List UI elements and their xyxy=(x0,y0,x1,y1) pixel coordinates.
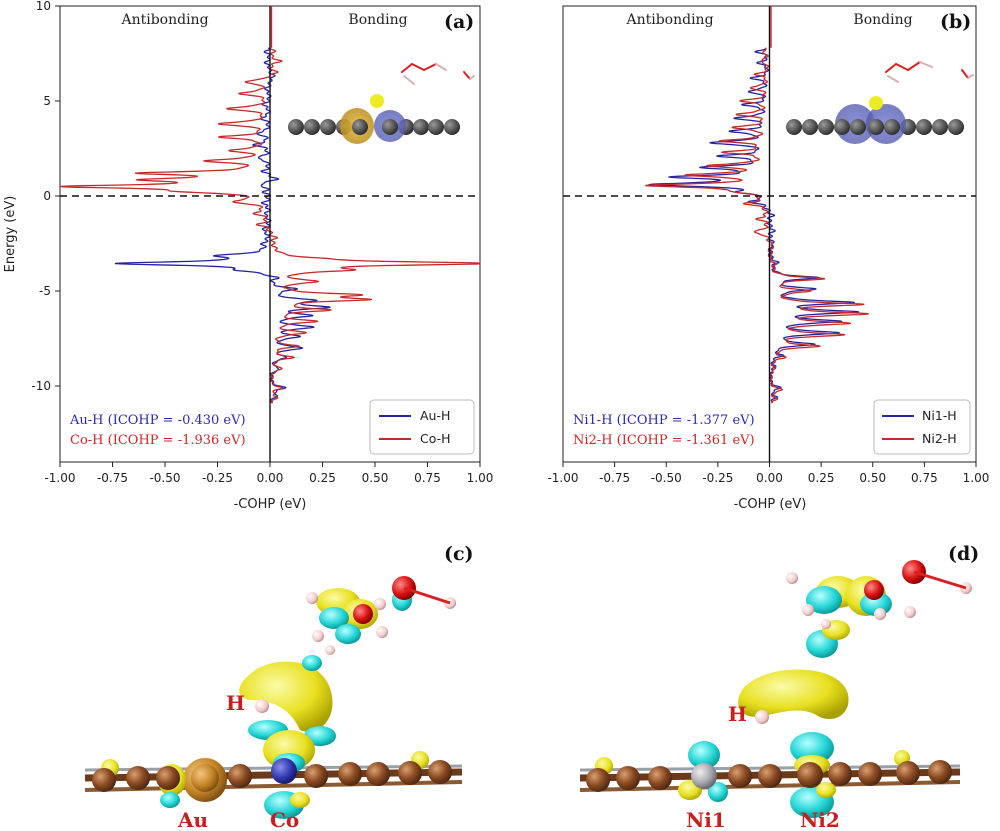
y-tick-label: -10 xyxy=(31,379,51,393)
panel-tag: (a) xyxy=(444,11,474,33)
x-tick-label: 0.00 xyxy=(756,471,783,485)
metal2-label: Co xyxy=(270,808,299,831)
legend-entry-1: Ni1-H xyxy=(922,408,957,423)
legend: Ni1-H Ni2-H xyxy=(873,399,971,455)
x-axis-title: -COHP (eV) xyxy=(234,497,307,512)
water-cluster xyxy=(786,560,972,658)
legend-entry-2: Co-H xyxy=(420,431,451,446)
series-line-Ni2-H xyxy=(645,47,870,404)
substrate-atoms xyxy=(586,710,952,792)
tick-group: -1.00 -0.75 -0.50 -0.25 0.00 0.25 0.50 0.75 1.00 xyxy=(547,462,989,485)
x-tick-label: 0.75 xyxy=(414,471,441,485)
ni2-atom xyxy=(797,762,823,788)
x-tick-label: -1.00 xyxy=(547,471,578,485)
inset-water-molecules xyxy=(885,61,974,83)
h-label: H xyxy=(226,691,245,715)
x-tick-label: -0.50 xyxy=(149,471,180,485)
metal2-label: Ni2 xyxy=(800,808,840,831)
x-tick-label: 1.00 xyxy=(963,471,990,485)
h-atom xyxy=(755,710,769,724)
charge-density-panel-d: (d) xyxy=(579,543,979,831)
antibonding-label: Antibonding xyxy=(625,12,713,28)
panel-tag: (c) xyxy=(444,543,474,565)
series-line-Co-H xyxy=(59,47,481,404)
inset-structure-ni-ni xyxy=(786,61,974,144)
x-tick-label: -0.25 xyxy=(202,471,233,485)
legend-entry-1: Au-H xyxy=(420,408,450,423)
metal1-label: Ni1 xyxy=(686,808,726,831)
inset-carbon-row xyxy=(786,119,964,135)
legend: Au-H Co-H xyxy=(369,399,475,455)
au-atom xyxy=(191,764,219,792)
bonding-label: Bonding xyxy=(853,12,912,28)
x-tick-label: -0.50 xyxy=(651,471,682,485)
y-tick-label: 5 xyxy=(43,94,51,108)
curve-group xyxy=(645,6,870,462)
x-axis-title: -COHP (eV) xyxy=(734,497,807,512)
h-atom xyxy=(255,699,269,713)
inset-h-atom xyxy=(869,96,883,110)
x-tick-label: -0.75 xyxy=(97,471,128,485)
inset-water-molecules xyxy=(401,63,475,85)
inset-structure-au-co xyxy=(288,63,475,144)
y-tick-label: -5 xyxy=(39,284,51,298)
x-tick-label: 0.75 xyxy=(911,471,938,485)
panel-tag: (b) xyxy=(940,11,971,33)
legend-entry-2: Ni2-H xyxy=(922,431,957,446)
y-tick-label: 0 xyxy=(43,189,51,203)
icohp-annotation-1: Ni1-H (ICOHP = -1.377 eV) xyxy=(573,413,755,428)
cohp-panel-a: Antibonding Bonding (a) -1.00 -0.75 -0.50-… xyxy=(3,0,493,512)
co-atom xyxy=(271,758,297,784)
x-tick-label: -0.25 xyxy=(702,471,733,485)
bonding-label: Bonding xyxy=(348,12,407,28)
ni1-atom xyxy=(691,763,717,789)
antibonding-label: Antibonding xyxy=(120,12,208,28)
inset-carbon-row xyxy=(288,119,460,135)
x-tick-label: -0.75 xyxy=(599,471,630,485)
x-tick-label: 0.25 xyxy=(808,471,835,485)
x-tick-label: 0.00 xyxy=(257,471,284,485)
cohp-panel-b: Antibonding Bonding (b) -1.00 -0.75 -0.50-… xyxy=(547,5,989,512)
tick-group: -1.00 -0.75 -0.50 -0.25 0.00 0.25 0.50 0.75 1.00… xyxy=(31,0,493,485)
charge-density-panel-c: (c) xyxy=(84,543,474,831)
icohp-annotation-1: Au-H (ICOHP = -0.430 eV) xyxy=(69,413,246,428)
x-tick-label: 0.50 xyxy=(362,471,389,485)
series-line-Au-H xyxy=(114,47,331,404)
y-tick-label: 10 xyxy=(36,0,51,13)
h-label: H xyxy=(728,702,747,726)
bonding-charge-lobes xyxy=(595,669,910,818)
x-tick-label: -1.00 xyxy=(44,471,75,485)
water-cluster xyxy=(306,576,456,655)
y-axis-title: Energy (eV) xyxy=(3,196,18,273)
curve-group xyxy=(59,6,481,462)
x-tick-label: 0.50 xyxy=(859,471,886,485)
icohp-annotation-2: Co-H (ICOHP = -1.936 eV) xyxy=(70,433,246,448)
x-tick-label: 1.00 xyxy=(467,471,494,485)
series-line-Ni1-H xyxy=(648,47,860,404)
substrate-atoms xyxy=(92,699,452,792)
panel-tag: (d) xyxy=(948,543,979,565)
metal1-label: Au xyxy=(177,808,208,831)
x-tick-label: 0.25 xyxy=(309,471,336,485)
inset-h-atom xyxy=(370,94,384,108)
icohp-annotation-2: Ni2-H (ICOHP = -1.361 eV) xyxy=(573,433,755,448)
bonding-charge-lobes xyxy=(101,655,429,819)
